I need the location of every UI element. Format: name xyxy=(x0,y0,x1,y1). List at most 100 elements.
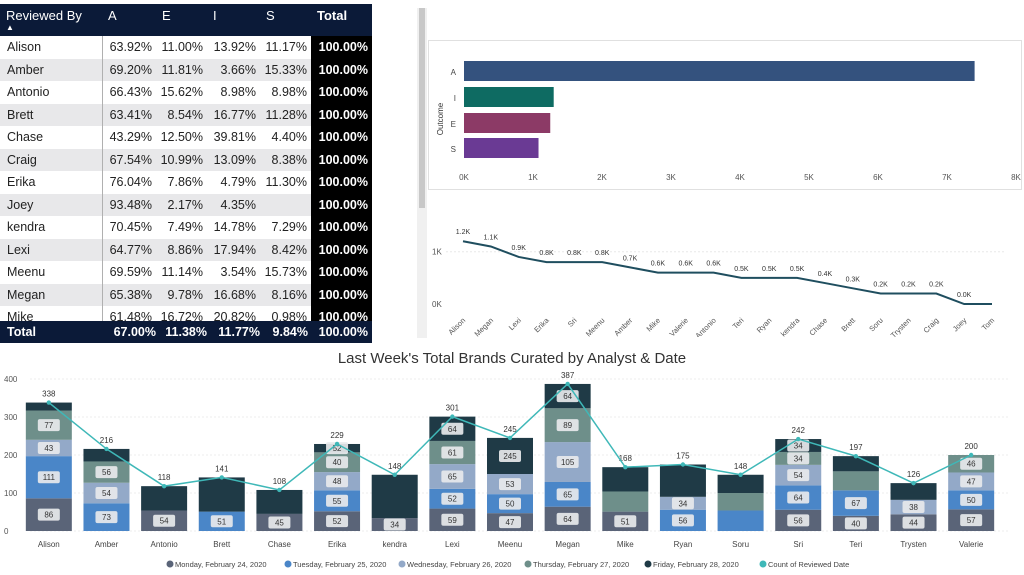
y-tick-label: 400 xyxy=(4,375,18,384)
header-s[interactable]: S xyxy=(260,4,311,36)
cell-a: 43.29% xyxy=(109,130,152,145)
row-name: Brett xyxy=(0,103,103,126)
category-label: A xyxy=(451,68,457,77)
segment-label-bg xyxy=(556,488,579,501)
x-tick-label: 8K xyxy=(1011,173,1021,182)
legend-marker xyxy=(398,560,406,568)
table-row[interactable]: Antonio 66.43% 15.62% 8.98% 8.98% 100.00% xyxy=(0,81,372,104)
segment-label-bg xyxy=(37,419,60,432)
table-row[interactable]: Meenu 69.59% 11.14% 3.54% 15.73% 100.00% xyxy=(0,261,372,284)
segment-label-bg xyxy=(37,508,60,521)
segment-label: 56 xyxy=(102,468,111,477)
total-label: 245 xyxy=(503,425,517,434)
total-i: 11.77% xyxy=(218,325,260,339)
matrix-table: Reviewed By ▲ A E I S Total Alison 63.92%… xyxy=(0,4,372,343)
segment-label-bg xyxy=(37,471,60,484)
data-label: 0.2K xyxy=(901,282,916,289)
stacked-segment xyxy=(256,489,303,514)
segment-label: 47 xyxy=(967,477,976,486)
header-reviewed-by[interactable]: Reviewed By ▲ xyxy=(0,4,102,36)
x-tick-label: 3K xyxy=(666,173,676,182)
x-tick-label: kendra xyxy=(779,315,802,337)
count-point xyxy=(911,480,916,486)
table-row[interactable]: Alison 63.92% 11.00% 13.92% 11.17% 100.00% xyxy=(0,36,372,59)
total-label: Total xyxy=(7,325,36,339)
total-label: 141 xyxy=(215,464,229,473)
table-row[interactable]: Amber 69.20% 11.81% 3.66% 15.33% 100.00% xyxy=(0,58,372,81)
table-row[interactable]: Megan 65.38% 9.78% 16.68% 8.16% 100.00% xyxy=(0,283,372,306)
legend-marker xyxy=(166,560,174,568)
table-row[interactable]: Brett 63.41% 8.54% 16.77% 11.28% 100.00% xyxy=(0,103,372,126)
x-tick-label: Valerie xyxy=(959,540,984,549)
cell-i: 13.09% xyxy=(207,148,260,171)
count-point xyxy=(853,453,859,459)
total-label: 229 xyxy=(330,431,344,440)
header-reviewed-by-label: Reviewed By xyxy=(6,8,82,23)
total-label: 387 xyxy=(561,371,575,380)
segment-label: 46 xyxy=(967,460,976,469)
segment-label: 67 xyxy=(851,499,860,508)
table-row[interactable]: Lexi 64.77% 8.86% 17.94% 8.42% 100.00% xyxy=(0,238,372,261)
cell-e: 11.14% xyxy=(161,265,203,280)
x-tick-label: Lexi xyxy=(445,540,460,549)
header-a[interactable]: A xyxy=(102,4,156,36)
total-total: 100.00% xyxy=(318,325,368,339)
total-label: 108 xyxy=(273,477,287,486)
cell-e: 9.78% xyxy=(156,283,207,306)
table-row[interactable]: Craig 67.54% 10.99% 13.09% 8.38% 100.00% xyxy=(0,148,372,171)
x-tick-label: Craig xyxy=(922,316,941,335)
header-total[interactable]: Total xyxy=(311,4,372,36)
x-tick-label: Lexi xyxy=(507,316,523,332)
segment-label: 40 xyxy=(333,458,342,467)
segment-label: 55 xyxy=(333,497,342,506)
cell-i: 16.77% xyxy=(207,103,260,126)
segment-label: 54 xyxy=(794,471,803,480)
scrollbar-thumb[interactable] xyxy=(419,8,425,208)
stacked-segment xyxy=(602,491,649,512)
cell-e: 11.81% xyxy=(156,58,207,81)
cell-s: 0.98% xyxy=(271,310,307,325)
cell-e: 10.99% xyxy=(156,148,207,171)
stacked-segment xyxy=(717,510,764,531)
x-tick-label: Ryan xyxy=(755,316,774,335)
segment-label: 245 xyxy=(503,452,517,461)
segment-label-bg xyxy=(787,452,810,465)
total-label: 148 xyxy=(734,462,748,471)
data-label: 0.5K xyxy=(734,266,749,273)
total-s: 9.84% xyxy=(272,325,308,339)
segment-label: 86 xyxy=(44,511,53,520)
table-row[interactable]: Joey 93.48% 2.17% 4.35% 100.00% xyxy=(0,193,372,216)
segment-label: 61 xyxy=(448,449,457,458)
segment-label: 73 xyxy=(102,513,111,522)
x-tick-label: Valerie xyxy=(667,316,689,337)
cell-total: 100.00% xyxy=(311,216,372,239)
segment-label: 53 xyxy=(506,480,515,489)
segment-label-bg xyxy=(383,518,406,531)
x-tick-label: Megan xyxy=(473,316,496,337)
table-row[interactable]: kendra 70.45% 7.49% 14.78% 7.29% 100.00% xyxy=(0,216,372,239)
data-label: 0.2K xyxy=(873,282,888,289)
legend-label: Thursday, February 27, 2020 xyxy=(533,560,629,569)
x-tick-label: Sri xyxy=(566,316,579,329)
cell-total: 100.00% xyxy=(311,238,372,261)
stacked-segment xyxy=(198,477,245,512)
table-row[interactable]: Mike 61.48% 16.72% 20.82% 0.98% 100.00% xyxy=(0,306,372,329)
count-point xyxy=(450,414,455,419)
data-label: 0.3K xyxy=(846,276,861,283)
total-e: 11.38% xyxy=(165,325,207,339)
cell-a: 65.38% xyxy=(102,283,156,306)
row-name: kendra xyxy=(0,216,103,239)
sort-ascending-icon[interactable]: ▲ xyxy=(6,23,14,32)
segment-label: 57 xyxy=(967,516,976,525)
segment-label: 51 xyxy=(621,517,630,526)
segment-label-bg xyxy=(326,475,349,488)
header-i[interactable]: I xyxy=(207,4,260,36)
table-row[interactable]: Erika 76.04% 7.86% 4.79% 11.30% 100.00% xyxy=(0,171,372,194)
header-e[interactable]: E xyxy=(156,4,207,36)
cell-s xyxy=(260,193,311,216)
cell-s: 7.29% xyxy=(271,220,307,235)
table-row[interactable]: Chase 43.29% 12.50% 39.81% 4.40% 100.00% xyxy=(0,126,372,149)
x-tick-label: 0K xyxy=(459,173,469,182)
cell-e: 8.54% xyxy=(156,103,207,126)
vertical-scrollbar[interactable] xyxy=(417,8,427,338)
